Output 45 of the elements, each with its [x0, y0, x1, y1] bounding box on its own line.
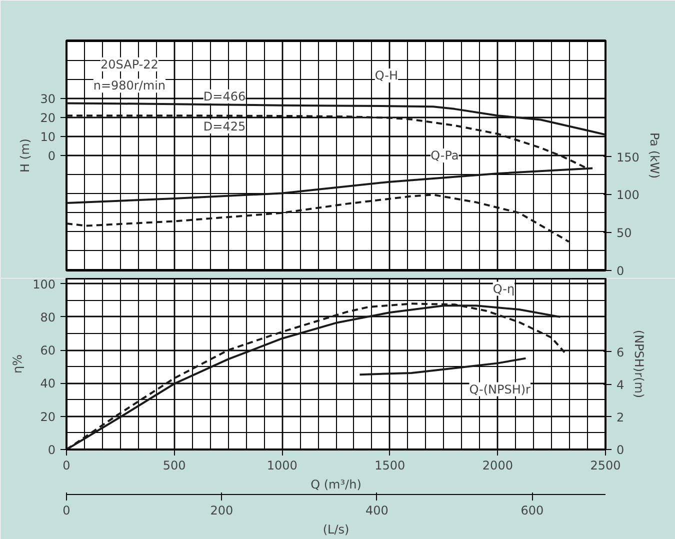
y2-tick-label: 2 [616, 410, 624, 424]
x-axis-title: Q (m³/h) [310, 478, 362, 492]
x2-tick-label: 600 [520, 504, 544, 518]
annotation: D=425 [203, 120, 246, 134]
y2-tick-label: 0 [616, 264, 624, 278]
y-tick-label: 20 [40, 110, 56, 125]
x-tick-label: 2500 [590, 458, 621, 472]
x-tick-label: 1500 [374, 458, 406, 472]
line-series [66, 194, 570, 243]
annotation: Q-Pa [430, 148, 459, 162]
y-tick-label: 20 [40, 410, 56, 424]
y2-axis-title: (NPSH)r(m) [632, 330, 646, 398]
y-tick-label: 60 [40, 344, 56, 358]
y-tick-label: 100 [32, 277, 56, 292]
x-tick-label: 500 [162, 458, 186, 472]
x2-tick-label: 400 [366, 504, 388, 518]
annotation: Q-η [492, 282, 515, 296]
y-tick-label: 0 [48, 149, 56, 163]
annotation: Q-(NPSH)r [469, 382, 531, 396]
y2-tick-label: 150 [616, 150, 640, 164]
annotation: Q-H [374, 68, 398, 82]
y2-tick-label: 6 [616, 345, 624, 360]
y-axis-title: η% [10, 354, 25, 374]
y2-tick-label: 0 [616, 443, 624, 457]
y-axis-title: H (m) [18, 138, 32, 172]
y-tick-label: 30 [40, 92, 56, 106]
y-tick-label: 0 [48, 443, 56, 457]
x2-tick-label: 0 [62, 504, 70, 518]
x-tick-label: 1000 [266, 458, 298, 472]
line-series [358, 357, 527, 376]
y2-tick-label: 50 [616, 226, 632, 240]
x-tick-label: 2000 [482, 458, 513, 472]
y2-tick-label: 4 [616, 378, 624, 392]
annotation: n=980r/min [93, 78, 166, 93]
line-series [66, 102, 606, 136]
x2-tick-label: 200 [210, 504, 234, 518]
y2-axis-title: Pa (kW) [647, 132, 662, 179]
y-tick-label: 40 [40, 376, 56, 391]
y-tick-label: 80 [40, 310, 56, 324]
y-tick-label: 10 [40, 130, 56, 144]
annotation: 20SAP-22 [100, 57, 158, 72]
x-tick-label: 0 [62, 458, 70, 472]
annotation: D=466 [203, 89, 246, 104]
y2-tick-label: 100 [616, 188, 640, 202]
x2-axis-title: (L/s) [322, 522, 350, 536]
